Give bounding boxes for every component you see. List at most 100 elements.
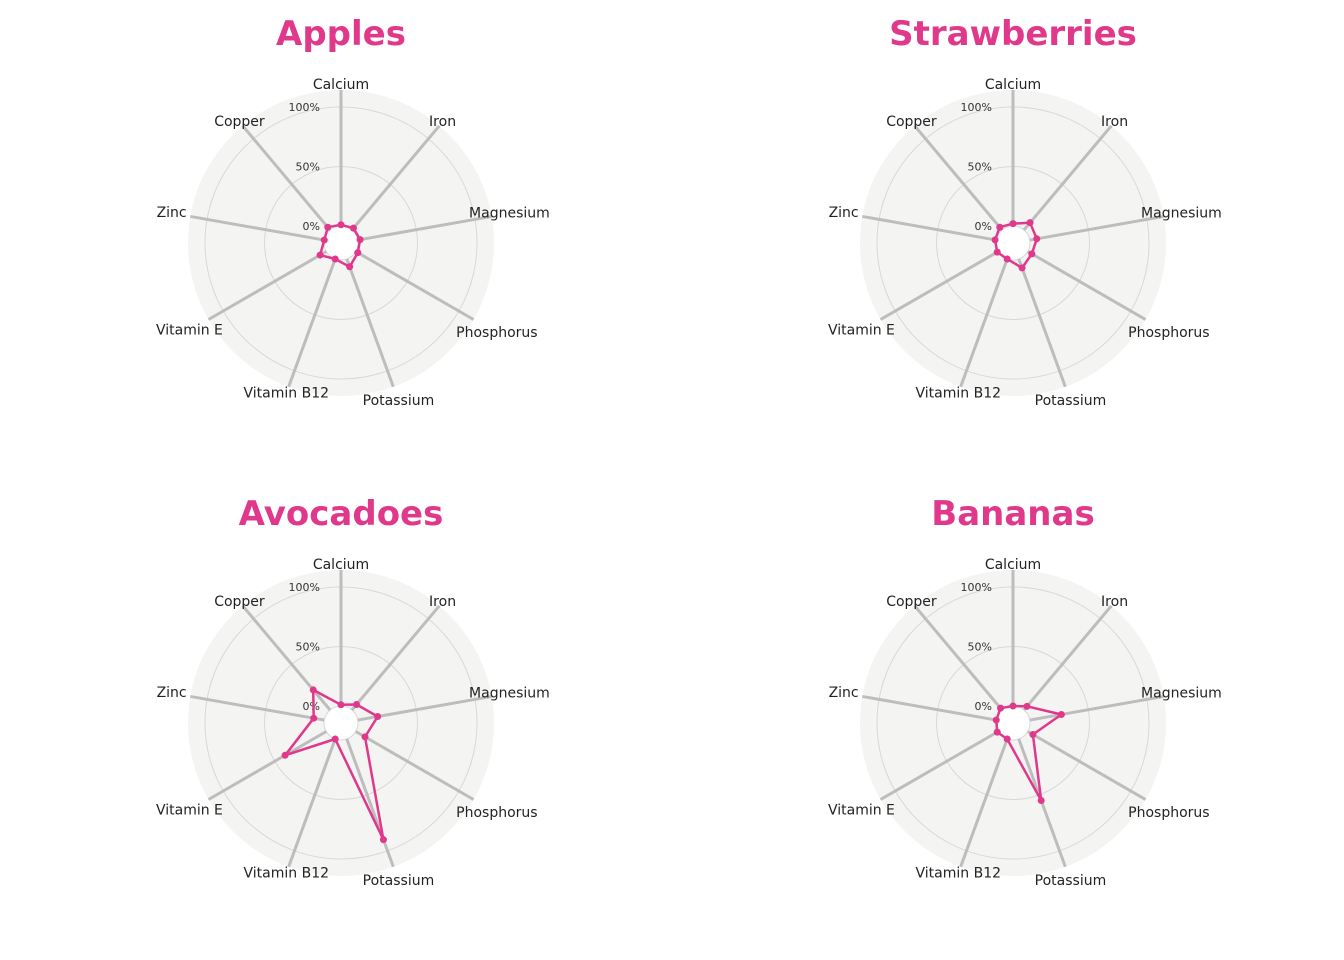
axis-label: Potassium bbox=[1035, 873, 1107, 889]
tick-label: 50% bbox=[296, 161, 320, 174]
data-point bbox=[356, 236, 364, 244]
data-point bbox=[324, 223, 332, 231]
axis-label: Zinc bbox=[157, 205, 187, 221]
axis-label: Calcium bbox=[313, 77, 369, 93]
axis-spoke bbox=[1029, 694, 1164, 722]
axis-spoke bbox=[345, 258, 395, 388]
axis-spoke bbox=[879, 730, 1000, 801]
axis-label: Copper bbox=[886, 114, 937, 130]
axis-spoke bbox=[354, 730, 475, 801]
data-point bbox=[1003, 735, 1011, 743]
axis-spoke bbox=[1026, 730, 1147, 801]
data-point bbox=[1018, 264, 1026, 272]
radar-chart-svg: 0% 50% 100% Calcium Iron Magnesium Phosphorus P… bbox=[828, 494, 1222, 889]
axis-spoke bbox=[862, 694, 997, 722]
data-point bbox=[353, 701, 361, 709]
axis-label: Calcium bbox=[985, 557, 1041, 573]
data-point bbox=[993, 248, 1001, 256]
axis-label: Vitamin B12 bbox=[244, 865, 330, 881]
axis-spoke bbox=[879, 250, 1000, 321]
radar-chart-apples: 0% 50% 100% Calcium Iron Magnesium Phosphorus P… bbox=[0, 0, 672, 480]
chart-title: Strawberries bbox=[889, 14, 1137, 54]
tick-label: 50% bbox=[296, 641, 320, 654]
data-point bbox=[991, 236, 999, 244]
axis-label: Magnesium bbox=[1141, 685, 1222, 701]
chart-title: Avocadoes bbox=[239, 494, 444, 534]
chart-title: Apples bbox=[276, 14, 406, 54]
data-point bbox=[997, 704, 1005, 712]
axis-spoke bbox=[1017, 258, 1067, 388]
axis-label: Phosphorus bbox=[1128, 325, 1209, 341]
data-point bbox=[337, 701, 345, 709]
axis-spoke bbox=[287, 258, 337, 388]
axis-spoke bbox=[241, 124, 332, 231]
axis-label: Magnesium bbox=[1141, 205, 1222, 221]
axis-spoke bbox=[190, 694, 325, 722]
data-series-line bbox=[283, 688, 385, 841]
data-point bbox=[349, 224, 357, 232]
axis-spoke bbox=[1026, 250, 1147, 321]
data-point bbox=[1033, 235, 1041, 243]
data-point bbox=[320, 236, 328, 244]
axis-label: Vitamin B12 bbox=[916, 385, 1002, 401]
data-point bbox=[1029, 730, 1037, 738]
radar-chart-strawberries: 0% 50% 100% Calcium Iron Magnesium Phosphorus P… bbox=[672, 0, 1344, 480]
tick-label: 50% bbox=[968, 641, 992, 654]
data-point bbox=[992, 716, 1000, 724]
axis-spoke bbox=[1029, 214, 1164, 242]
data-point bbox=[1009, 220, 1017, 228]
tick-label: 100% bbox=[961, 101, 992, 114]
data-point bbox=[1009, 702, 1017, 710]
data-point bbox=[1028, 250, 1036, 258]
data-point bbox=[346, 263, 354, 271]
data-point bbox=[374, 713, 382, 721]
data-point bbox=[310, 714, 318, 722]
data-point bbox=[1057, 710, 1065, 718]
data-point bbox=[316, 251, 324, 259]
data-point bbox=[993, 728, 1001, 736]
tick-label: 50% bbox=[968, 161, 992, 174]
axis-spoke bbox=[1022, 604, 1113, 711]
data-point bbox=[1003, 255, 1011, 263]
tick-label: 0% bbox=[303, 700, 320, 713]
axis-label: Potassium bbox=[363, 393, 435, 409]
axis-label: Copper bbox=[886, 594, 937, 610]
axis-spoke bbox=[959, 738, 1009, 868]
axis-spoke bbox=[1022, 124, 1113, 231]
axis-spoke bbox=[959, 258, 1009, 388]
axis-label: Phosphorus bbox=[456, 325, 537, 341]
axis-spoke bbox=[190, 214, 325, 242]
axis-label: Copper bbox=[214, 594, 265, 610]
axis-label: Zinc bbox=[829, 205, 859, 221]
data-point bbox=[281, 751, 289, 759]
radar-chart-svg: 0% 50% 100% Calcium Iron Magnesium Phosphorus P… bbox=[156, 14, 550, 409]
axis-spoke bbox=[345, 738, 395, 868]
tick-label: 100% bbox=[961, 581, 992, 594]
data-point bbox=[337, 221, 345, 229]
axis-label: Iron bbox=[429, 114, 456, 130]
data-point bbox=[361, 733, 369, 741]
data-series-line bbox=[993, 221, 1039, 270]
data-point bbox=[379, 836, 387, 844]
grid-ring bbox=[323, 705, 359, 741]
radar-chart-bananas: 0% 50% 100% Calcium Iron Magnesium Phosphorus P… bbox=[672, 480, 1344, 960]
axis-label: Iron bbox=[1101, 594, 1128, 610]
axis-label: Copper bbox=[214, 114, 265, 130]
data-point bbox=[354, 249, 362, 257]
axis-spoke bbox=[913, 604, 1004, 711]
axis-label: Potassium bbox=[1035, 393, 1107, 409]
axis-spoke bbox=[357, 214, 492, 242]
axis-label: Phosphorus bbox=[1128, 805, 1209, 821]
axis-label: Vitamin B12 bbox=[916, 865, 1002, 881]
axis-label: Vitamin E bbox=[828, 323, 895, 339]
tick-label: 100% bbox=[289, 581, 320, 594]
tick-label: 0% bbox=[975, 220, 992, 233]
axis-label: Vitamin E bbox=[156, 323, 223, 339]
radar-chart-svg: 0% 50% 100% Calcium Iron Magnesium Phosphorus P… bbox=[156, 494, 550, 889]
data-series-line bbox=[318, 223, 362, 269]
data-series-line bbox=[995, 704, 1063, 802]
data-point bbox=[1037, 796, 1045, 804]
tick-label: 0% bbox=[303, 220, 320, 233]
radar-chart-avocadoes: 0% 50% 100% Calcium Iron Magnesium Phosphorus P… bbox=[0, 480, 672, 960]
axis-label: Iron bbox=[1101, 114, 1128, 130]
